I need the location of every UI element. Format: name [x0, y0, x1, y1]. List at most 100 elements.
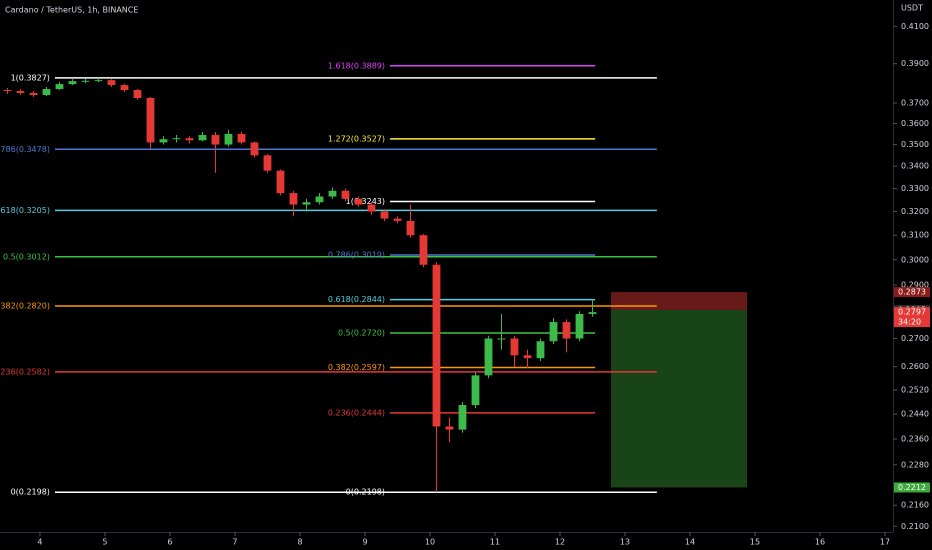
candle-body [55, 84, 64, 90]
x-tick-label: 15 [750, 538, 760, 547]
x-tick-label: 9 [362, 538, 367, 547]
chart-title: Cardano / TetherUS, 1h, BINANCE [5, 6, 138, 15]
price-label: 0.2873 [898, 288, 926, 297]
candle-body [458, 405, 467, 430]
fib-label: 1.618(0.3889) [328, 61, 385, 70]
candle-body [211, 135, 220, 145]
fib-label: 0.786(0.3019) [328, 251, 385, 260]
candle-body [68, 81, 77, 85]
x-tick-label: 11 [490, 538, 500, 547]
candle-body [380, 211, 389, 219]
candle-body [315, 196, 324, 203]
candle-body [3, 90, 12, 92]
fib-label: 1(0.3827) [11, 73, 50, 82]
candle-body [81, 80, 90, 82]
candle-body [549, 322, 558, 342]
fib-label: 1(0.3243) [346, 197, 385, 206]
candle-body [185, 138, 194, 141]
target-zone [611, 309, 748, 488]
price-label-bg [894, 307, 930, 328]
candle-body [406, 220, 415, 236]
candle-body [237, 133, 246, 143]
x-tick-label: 16 [815, 538, 825, 547]
candle-body [419, 235, 428, 265]
candle-body [523, 355, 532, 359]
price-label-bg [894, 482, 930, 493]
candle-body [224, 133, 233, 145]
candle-body [263, 155, 272, 171]
fib-label: 1.272(0.3527) [328, 134, 385, 143]
candle-body [94, 80, 103, 82]
y-tick-label: 0.2440 [901, 410, 929, 419]
candle-body [536, 341, 545, 359]
candle-body [276, 170, 285, 194]
y-tick-label: 0.2100 [901, 522, 929, 531]
candle-body [250, 142, 259, 156]
y-tick-label: 0.3000 [901, 255, 929, 264]
candle-body [198, 135, 207, 141]
candle-body [120, 85, 129, 91]
y-tick-label: 0.3400 [901, 162, 929, 171]
y-tick-label: 0.2360 [901, 435, 929, 444]
fib-label: 0.5(0.2720) [338, 328, 385, 337]
x-tick-label: 5 [102, 538, 107, 547]
y-tick-label: 0.3700 [901, 99, 929, 108]
candle-body [393, 218, 402, 221]
x-tick-label: 8 [297, 538, 302, 547]
candle-body [302, 202, 311, 205]
candle-body [367, 204, 376, 212]
candle-body [432, 264, 441, 427]
price-label: 0.2212 [898, 483, 926, 492]
candle-body [484, 338, 493, 376]
candle-body [588, 312, 597, 314]
y-tick-label: 0.3500 [901, 140, 929, 149]
candle-body [16, 91, 25, 94]
y-tick-label: 0.2600 [901, 362, 929, 371]
y-tick-label: 0.2700 [901, 334, 929, 343]
y-tick-label: 0.3600 [901, 119, 929, 128]
x-tick-label: 17 [880, 538, 890, 547]
y-tick-label: 0.4100 [901, 22, 929, 31]
y-tick-label: 0.2520 [901, 386, 929, 395]
y-tick-label: 0.3300 [901, 184, 929, 193]
candle-body [341, 190, 350, 199]
y-tick-label: 0.3100 [901, 231, 929, 240]
candle-body [29, 93, 38, 95]
candle-body [445, 426, 454, 430]
candle-body [42, 89, 51, 95]
fib-label: 0(0.2198) [346, 488, 385, 497]
candle-body [146, 98, 155, 143]
candle-body [159, 139, 168, 143]
price-label: 0.2797 [898, 308, 926, 317]
candle-body [328, 190, 337, 197]
y-tick-label: 0.3200 [901, 207, 929, 216]
y-tick-label: 0.2900 [901, 281, 929, 290]
candle-body [289, 193, 298, 205]
candle-body [172, 138, 181, 140]
fib-label: 0.618(0.3205) [0, 206, 50, 215]
x-tick-label: 10 [425, 538, 435, 547]
fib-label: 0.382(0.2820) [0, 301, 50, 310]
candle-body [510, 338, 519, 356]
x-tick-label: 6 [167, 538, 172, 547]
price-label-bg [894, 287, 930, 298]
stop-zone [611, 292, 748, 310]
y-tick-label: 0.2160 [901, 501, 929, 510]
candle-body [562, 322, 571, 339]
x-tick-label: 14 [685, 538, 695, 547]
fib-label: 0(0.2198) [11, 488, 50, 497]
y-tick-label: 0.3900 [901, 59, 929, 68]
fib-label: 0.618(0.2844) [328, 295, 385, 304]
x-tick-label: 12 [555, 538, 565, 547]
candle-body [107, 80, 116, 86]
candle-body [497, 338, 506, 340]
fib-label: 0.382(0.2597) [328, 363, 385, 372]
fib-label: 0.5(0.3012) [3, 252, 50, 261]
countdown: 34:20 [898, 318, 921, 327]
candle-body [354, 198, 363, 205]
candle-body [575, 313, 584, 339]
fib-label: 0.236(0.2582) [0, 367, 50, 376]
candle-body [133, 90, 142, 99]
